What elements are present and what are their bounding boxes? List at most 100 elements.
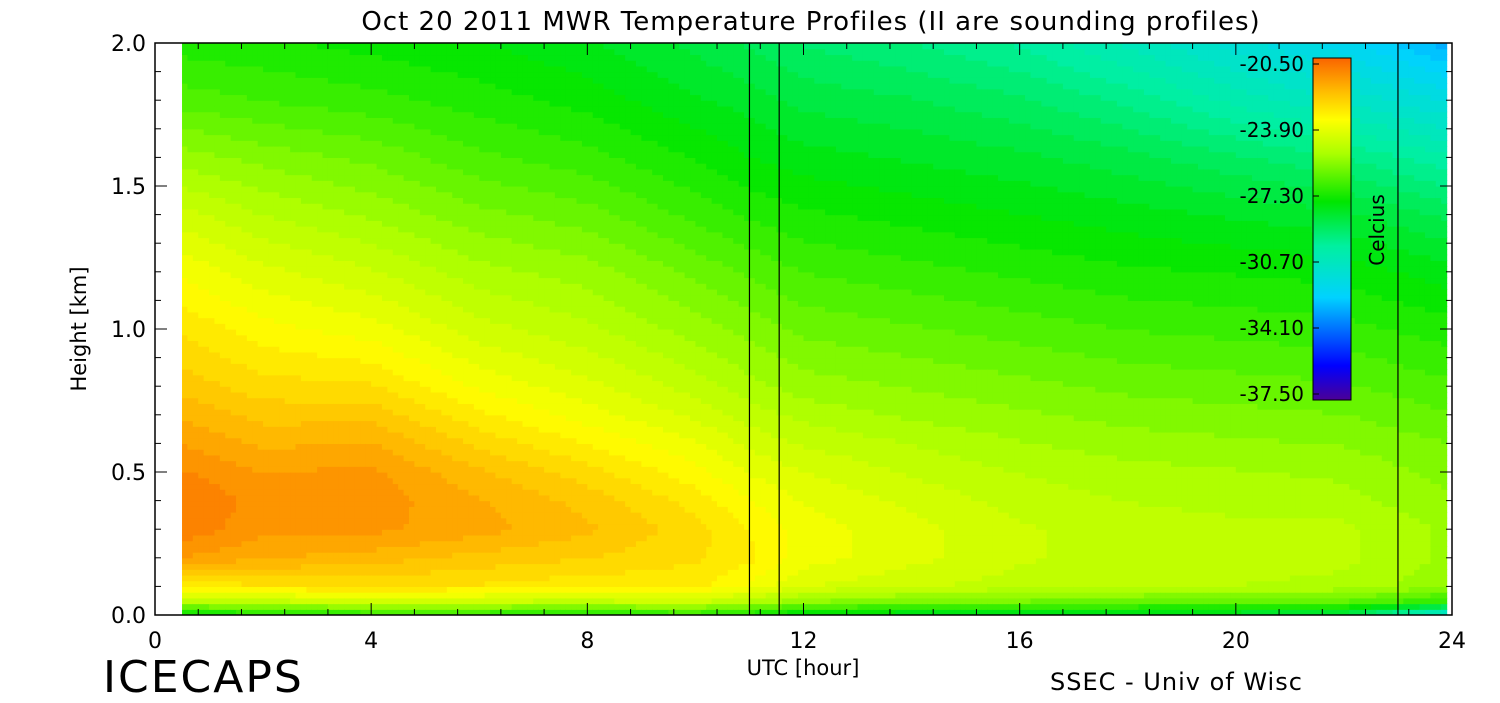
heatmap-cell [279, 403, 286, 410]
heatmap-cell [371, 414, 378, 422]
heatmap-cell [257, 151, 264, 158]
heatmap-cell [317, 552, 324, 559]
heatmap-cell [414, 489, 421, 496]
heatmap-cell [403, 168, 410, 176]
heatmap-cell [446, 597, 453, 605]
heatmap-cell [446, 117, 453, 124]
heatmap-cell [219, 363, 226, 370]
heatmap-cell [398, 506, 405, 513]
heatmap-cell [387, 552, 394, 559]
heatmap-cell [273, 391, 280, 399]
heatmap-cell [214, 83, 221, 90]
heatmap-cell [230, 329, 237, 336]
heatmap-cell [419, 489, 426, 496]
heatmap-cell [322, 574, 329, 582]
heatmap-cell [246, 523, 253, 530]
heatmap-cell [252, 346, 259, 353]
heatmap-cell [419, 466, 426, 473]
heatmap-cell [365, 609, 372, 615]
heatmap-cell [192, 220, 199, 227]
heatmap-cell [230, 391, 237, 399]
heatmap-cell [263, 523, 270, 530]
heatmap-cell [419, 231, 426, 239]
heatmap-cell [344, 574, 351, 582]
heatmap-cell [306, 437, 313, 444]
heatmap-cell [225, 380, 232, 387]
heatmap-cell [419, 540, 426, 547]
heatmap-cell [192, 512, 199, 519]
heatmap-cell [349, 552, 356, 559]
heatmap-cell [392, 431, 399, 439]
heatmap-cell [257, 403, 264, 410]
heatmap-cell [198, 323, 205, 330]
heatmap-cell [198, 380, 205, 387]
heatmap-cell [284, 449, 291, 456]
heatmap-cell [279, 557, 286, 565]
heatmap-cell [300, 391, 307, 399]
heatmap-cell [225, 489, 232, 496]
heatmap-cell [387, 208, 394, 216]
heatmap-cell [263, 460, 270, 467]
heatmap-cell [268, 546, 275, 553]
heatmap-cell [284, 168, 291, 176]
heatmap-cell [268, 145, 275, 153]
heatmap-cell [246, 203, 253, 210]
heatmap-cell [317, 449, 324, 456]
heatmap-cell [192, 369, 199, 376]
heatmap-cell [214, 546, 221, 553]
heatmap-cell [446, 191, 453, 199]
heatmap-cell [236, 71, 243, 78]
heatmap-cell [344, 88, 351, 96]
heatmap-cell [398, 191, 405, 199]
heatmap-cell [333, 420, 340, 427]
heatmap-cell [409, 517, 415, 525]
heatmap-cell [317, 426, 324, 433]
heatmap-cell [381, 409, 388, 416]
heatmap-cell [436, 500, 443, 507]
heatmap-cell [225, 231, 232, 239]
heatmap-cell [295, 306, 302, 313]
heatmap-cell [360, 300, 367, 307]
heatmap-cell [214, 334, 221, 342]
heatmap-cell [419, 386, 426, 393]
heatmap-cell [295, 334, 302, 342]
heatmap-cell [322, 100, 329, 107]
heatmap-cell [409, 363, 415, 370]
heatmap-cell [322, 48, 329, 56]
heatmap-cell [219, 203, 226, 210]
heatmap-cell [209, 374, 216, 382]
heatmap-cell [236, 397, 243, 404]
heatmap-cell [425, 288, 432, 296]
heatmap-cell [414, 329, 421, 336]
heatmap-cell [430, 391, 437, 399]
heatmap-cell [284, 100, 291, 107]
heatmap-cell [252, 403, 259, 410]
heatmap-cell [252, 374, 259, 382]
heatmap-cell [230, 346, 237, 353]
heatmap-cell [273, 329, 280, 336]
heatmap-cell [371, 266, 378, 273]
heatmap-cell [230, 248, 237, 256]
heatmap-cell [225, 88, 232, 96]
heatmap-cell [209, 145, 216, 153]
heatmap-cell [219, 500, 226, 507]
heatmap-cell [381, 48, 388, 56]
heatmap-cell [252, 443, 259, 450]
heatmap-cell [187, 523, 194, 530]
heatmap-cell [327, 288, 334, 296]
heatmap-cell [414, 483, 421, 490]
heatmap-cell [409, 334, 415, 342]
heatmap-cell [381, 214, 388, 221]
heatmap-cell [419, 243, 426, 250]
heatmap-cell [446, 472, 453, 479]
heatmap-cell [230, 597, 237, 605]
heatmap-cell [198, 311, 205, 319]
heatmap-cell [295, 346, 302, 353]
heatmap-cell [295, 506, 302, 513]
heatmap-cell [365, 226, 372, 233]
heatmap-cell [279, 580, 286, 587]
heatmap-cell [214, 77, 221, 84]
heatmap-cell [268, 540, 275, 547]
heatmap-cell [192, 288, 199, 296]
heatmap-cell [365, 449, 372, 456]
